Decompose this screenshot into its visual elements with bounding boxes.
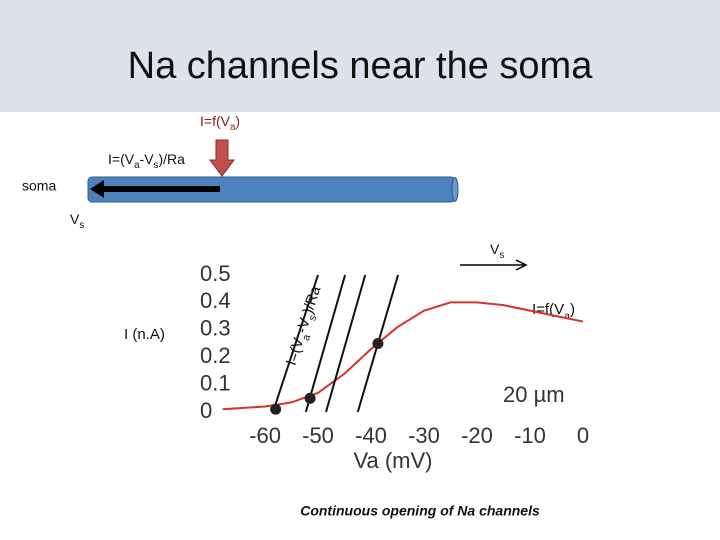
x-axis-label: Va (mV) [353,448,432,473]
load-line [304,274,347,413]
subscript: a [300,333,313,342]
text-part: )/Ra [299,283,324,316]
x-tick-label: -50 [302,423,334,448]
load-line [272,274,319,413]
subscript: a [134,160,140,171]
text-part: V [490,241,500,257]
x-tick-label: 0 [577,423,589,448]
text-part: ) [570,301,575,318]
subscript: a [230,122,236,133]
text-part: )/Ra [158,151,185,167]
axial-arrow [90,180,220,198]
scale-label: 20 µm [503,382,565,407]
subscript: a [564,310,570,322]
caption: Continuous opening of Na channels [300,503,540,519]
text-part: -V [140,151,155,167]
y-tick-label: 0.5 [200,261,231,286]
text-part: V [70,211,80,227]
y-tick-label: 0.2 [200,343,231,368]
subscript: s [306,314,319,323]
text-part: -V [293,316,314,336]
subscript: s [499,250,504,261]
y-tick-label: 0.4 [200,288,231,313]
soma-label: soma [22,178,56,194]
load-line [325,274,367,413]
x-tick-label: -30 [408,423,440,448]
x-tick-label: -40 [355,423,387,448]
neurite-end [451,177,459,202]
y-axis-label: I (n.A) [124,326,165,343]
subscript: s [154,160,159,171]
text-part: I=f(V [200,113,231,129]
axial-label: I=(Va-Vs)/Ra [108,151,185,171]
slide-title: Na channels near the soma [128,45,594,87]
y-tick-label: 0 [200,398,212,423]
y-tick-label: 0.1 [200,370,231,395]
current-arrow [209,139,235,177]
current-curve [222,301,584,411]
y-tick-label: 0.3 [200,316,231,341]
curve-label: I=f(Va) [532,301,575,322]
intersection-point [372,338,384,349]
intersection-point [270,403,282,415]
vs-arrow-label: Vs [490,241,504,261]
text-part: I=(V [108,151,135,167]
text-part: I=f(V [532,301,564,318]
current-label: I=f(Va) [200,113,240,133]
x-tick-label: -10 [514,423,546,448]
intersection-point [304,392,316,404]
text-part: ) [235,113,240,129]
x-tick-label: -60 [249,423,281,448]
vs-label: Vs [70,211,84,231]
header-band [0,0,720,112]
x-tick-label: -20 [461,423,493,448]
vs-arrow [460,259,528,271]
subscript: s [79,220,84,231]
